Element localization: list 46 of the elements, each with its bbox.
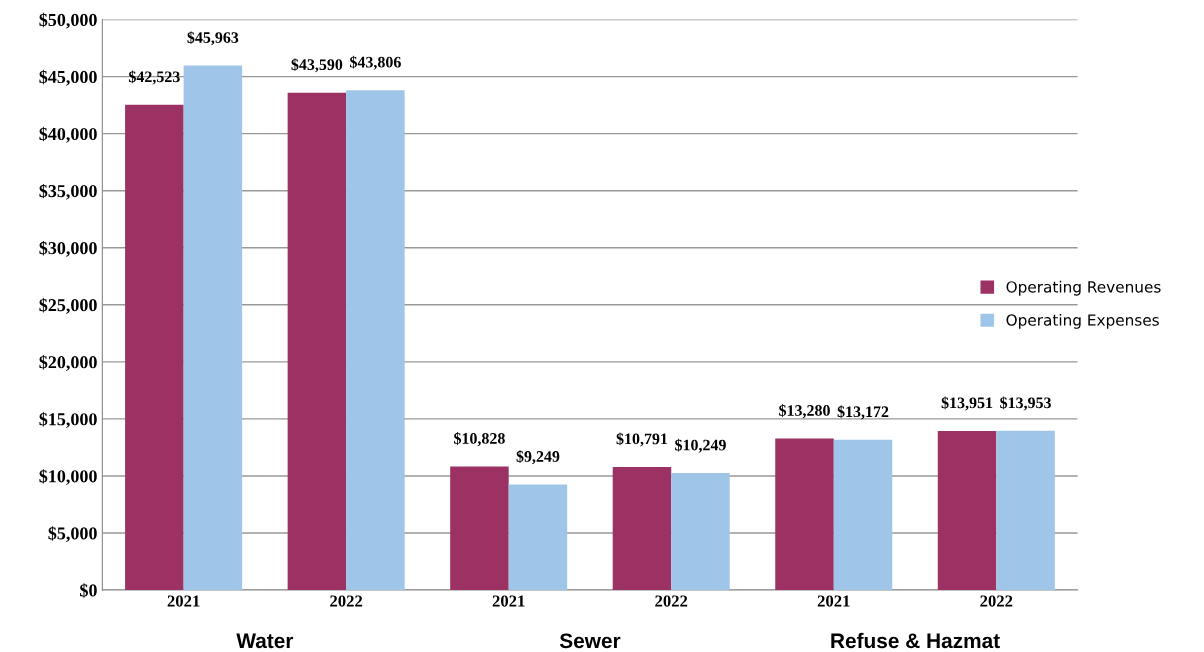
bar xyxy=(775,438,834,591)
x-tick-label: 2021 xyxy=(167,595,200,607)
data-label: $42,523 xyxy=(128,70,180,85)
bar xyxy=(671,473,730,591)
bar xyxy=(612,466,672,591)
x-tick-label: 2022 xyxy=(655,595,688,607)
y-tick-label: $20,000 xyxy=(39,355,97,371)
bar xyxy=(287,92,347,591)
bar xyxy=(937,430,997,591)
y-tick-label: $0 xyxy=(80,583,97,598)
y-tick-label: $25,000 xyxy=(39,298,97,314)
data-label: $10,249 xyxy=(675,438,726,453)
data-label: $43,806 xyxy=(350,55,401,70)
bar xyxy=(183,65,243,591)
bar xyxy=(346,90,405,591)
data-label: $43,590 xyxy=(291,58,343,73)
x-tick-label: 2022 xyxy=(980,595,1013,607)
data-label: $10,791 xyxy=(616,432,668,447)
text: Water xyxy=(236,633,294,649)
text: Sewer xyxy=(559,633,621,649)
data-label: $13,172 xyxy=(837,405,889,420)
y-tick-label: $5,000 xyxy=(48,526,97,543)
y-tick-label: $50,000 xyxy=(39,12,97,29)
data-label: $13,953 xyxy=(1000,396,1051,411)
x-tick-label: 2021 xyxy=(492,595,525,607)
y-tick-label: $35,000 xyxy=(39,183,97,200)
y-tick-label: $45,000 xyxy=(39,69,97,86)
y-tick-label: $15,000 xyxy=(39,412,97,428)
data-label: $9,249 xyxy=(516,450,560,465)
bar xyxy=(125,104,184,591)
y-tick-label: $30,000 xyxy=(39,240,97,257)
data-label: $10,828 xyxy=(454,432,505,447)
y-tick-label: $10,000 xyxy=(39,469,97,486)
data-label: $45,963 xyxy=(187,31,239,46)
y-tick-label: $40,000 xyxy=(39,126,97,143)
legend-label: Operating Expenses xyxy=(1006,313,1159,329)
bar xyxy=(508,484,568,591)
bar xyxy=(996,430,1055,591)
text: Refuse & Hazmat xyxy=(831,632,1000,649)
legend-label: Operating Revenues xyxy=(1006,280,1161,296)
x-tick-label: 2022 xyxy=(330,595,363,607)
data-label: $13,951 xyxy=(941,396,993,411)
data-label: $13,280 xyxy=(779,404,830,419)
bar xyxy=(450,466,509,591)
bar xyxy=(833,439,893,591)
x-tick-label: 2021 xyxy=(817,595,850,607)
